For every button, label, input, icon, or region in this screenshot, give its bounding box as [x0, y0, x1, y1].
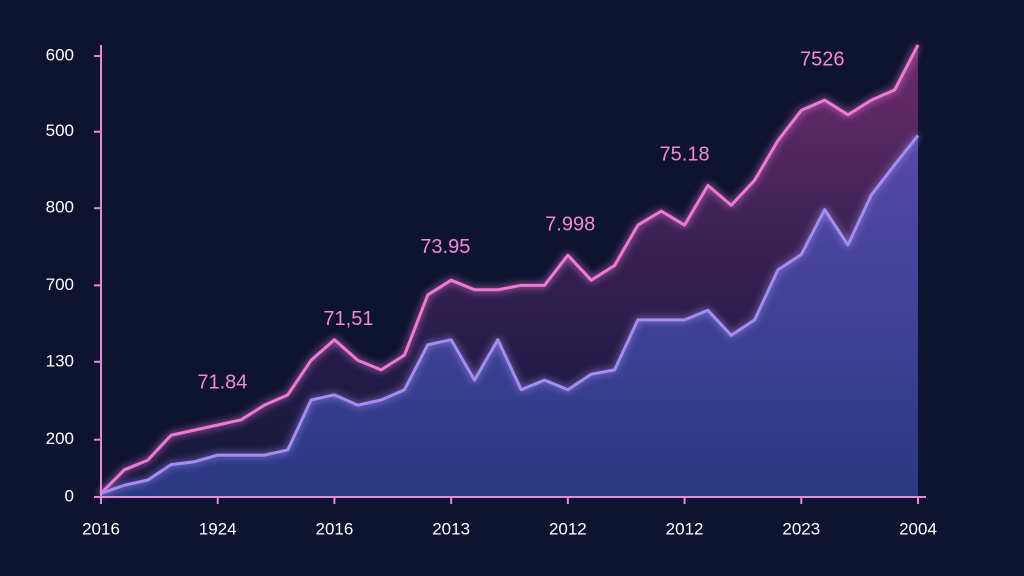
annotation: 7.998: [545, 213, 595, 235]
x-tick-label: 2023: [782, 519, 820, 538]
x-tick-label: 2004: [899, 519, 937, 538]
y-tick-label: 600: [46, 46, 74, 65]
annotation: 73.95: [420, 236, 470, 258]
area: [101, 135, 918, 497]
annotation: 71.84: [197, 371, 247, 393]
x-tick-label: 2012: [666, 519, 704, 538]
annotation: 75.18: [660, 144, 710, 166]
data-line: [100, 134, 920, 495]
y-tick-label: 0: [65, 486, 74, 505]
y-tick-label: 500: [46, 121, 74, 140]
data-line: [99, 44, 920, 495]
x-tick-label: 2013: [432, 519, 470, 538]
y-tick-label: 800: [46, 198, 74, 217]
x-tick-label: 2016: [82, 519, 120, 538]
y-tick-label: 200: [46, 429, 74, 448]
x-tick-label: 1924: [199, 519, 237, 538]
y-tick-label: 700: [46, 275, 74, 294]
annotation: 71,51: [323, 308, 373, 330]
x-tick-label: 2016: [316, 519, 354, 538]
y-tick-label: 130: [46, 351, 74, 370]
annotation: 7526: [800, 49, 845, 71]
x-tick-label: 2012: [549, 519, 587, 538]
